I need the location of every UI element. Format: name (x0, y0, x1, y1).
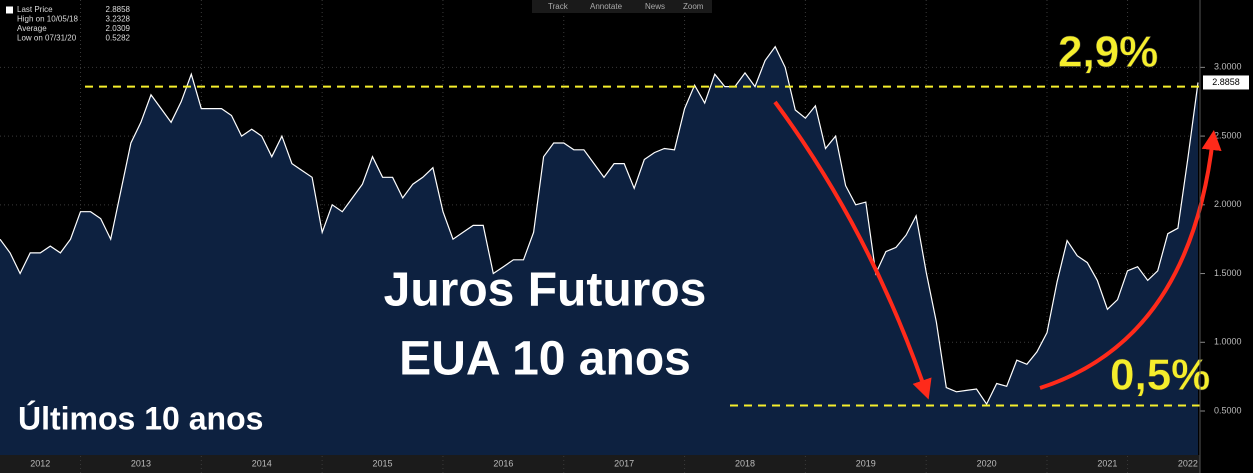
toolbar-button[interactable]: Track (548, 2, 569, 11)
x-tick-label: 2012 (30, 458, 50, 468)
x-tick-label: 2021 (1097, 458, 1117, 468)
legend-label: High on 10/05/18 (17, 15, 78, 24)
x-tick-label: 2020 (977, 458, 997, 468)
x-tick-label: 2017 (614, 458, 634, 468)
x-tick-label: 2018 (735, 458, 755, 468)
annotation: Juros Futuros (384, 264, 707, 317)
legend-value: 2.8858 (106, 5, 131, 14)
y-tick-label: 2.0000 (1214, 199, 1242, 209)
y-tick-label: 1.5000 (1214, 268, 1242, 278)
last-price-box (1203, 75, 1249, 90)
reference-label: 0,5% (1110, 351, 1210, 400)
annotation: Últimos 10 anos (18, 400, 263, 436)
x-tick-label: 2016 (493, 458, 513, 468)
legend-label: Last Price (17, 5, 53, 14)
arrow-up (1039, 130, 1222, 390)
reference-label: 2,9% (1058, 28, 1158, 77)
legend-swatch (6, 6, 13, 14)
legend-value: 0.5282 (106, 34, 131, 43)
toolbar-button[interactable]: News (645, 2, 665, 11)
line (0, 45, 1199, 406)
arrow-down (773, 100, 932, 400)
annotation: EUA 10 anos (399, 333, 691, 386)
last-price-label: 2.8858 (1212, 77, 1240, 87)
legend-label: Low on 07/31/20 (17, 34, 77, 43)
toolbar-button[interactable]: Annotate (590, 2, 623, 11)
legend-value: 3.2328 (106, 15, 131, 24)
legend-value: 2.0309 (106, 24, 131, 33)
x-tick-label: 2013 (131, 458, 151, 468)
x-tick-label: 2014 (252, 458, 272, 468)
overlay: 2.8858 2,9% 0,5% Juros Futuros EUA 10 anos Úl… (6, 0, 1249, 436)
y-tick-label: 0.5000 (1214, 405, 1242, 415)
plot (0, 45, 1199, 455)
legend-label: Average (17, 24, 47, 33)
toolbar-button[interactable]: Zoom (683, 2, 704, 11)
x-tick-label: 2015 (373, 458, 393, 468)
area-fill (0, 46, 1198, 455)
toolbar-bg (532, 0, 712, 13)
y-tick-label: 2.5000 (1214, 130, 1242, 140)
y-tick-label: 3.0000 (1214, 62, 1242, 72)
x-axis-strip (0, 455, 1200, 473)
x-tick-label: 2022 (1178, 458, 1198, 468)
y-tick-label: 1.0000 (1214, 337, 1242, 347)
x-tick-label: 2019 (856, 458, 876, 468)
